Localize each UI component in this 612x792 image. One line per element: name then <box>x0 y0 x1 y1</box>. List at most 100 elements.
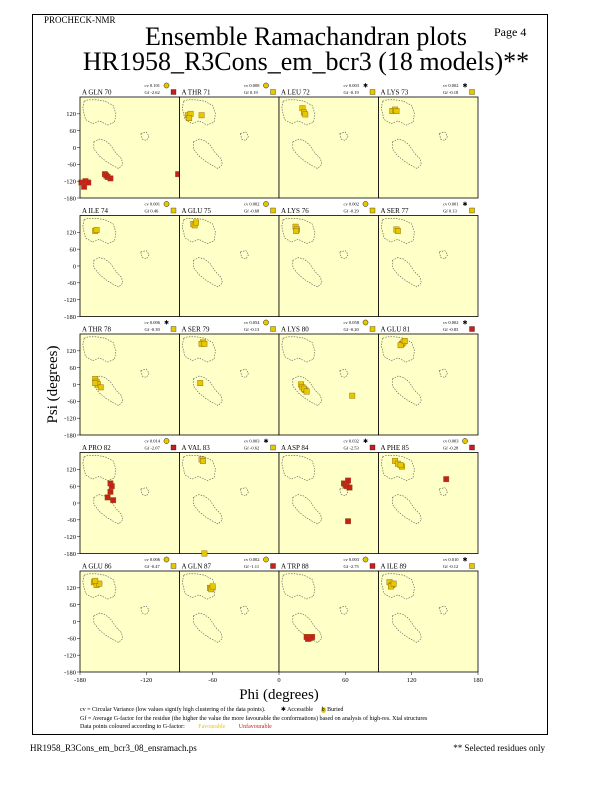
panel-gf: Gf -0.83 <box>443 327 459 332</box>
gf-status-icon <box>369 326 376 332</box>
y-tick-label: -120 <box>64 178 76 185</box>
data-point <box>93 227 100 233</box>
panel-cv: cv 0.054 <box>244 320 260 325</box>
data-point <box>309 634 316 640</box>
panel-background <box>179 333 280 436</box>
accessible-icon: ✱ <box>463 320 468 327</box>
y-tick-label: -60 <box>67 636 76 643</box>
buried-icon <box>362 556 369 563</box>
data-point <box>401 338 408 344</box>
data-point <box>345 477 351 484</box>
panel-cv: cv 0.003 <box>443 439 459 444</box>
allowed-region-outline <box>292 257 323 288</box>
allowed-region-outline <box>292 375 323 406</box>
gf-status-icon <box>369 444 376 451</box>
buried-icon <box>362 319 369 326</box>
panel-background <box>179 452 280 554</box>
gf-status-icon <box>369 207 376 214</box>
panel-background <box>79 96 180 199</box>
legend-colour-text: Data points coloured according to G-fact… <box>80 724 185 730</box>
gf-status-icon <box>469 207 475 214</box>
y-tick-label: 0 <box>73 263 76 270</box>
y-tick-label: 0 <box>73 500 76 507</box>
panel-background <box>378 333 479 436</box>
panel-gf: Gf -0.12 <box>443 564 458 569</box>
y-tick-label: -60 <box>67 399 76 406</box>
page-subtitle: HR1958_R3Cons_em_bcr3 (18 models)** <box>82 47 530 76</box>
panel-gf: Gf -0.68 <box>244 209 260 214</box>
legend-cv-text: cv = Circular Variance (low values signi… <box>80 707 266 713</box>
allowed-region-outline <box>292 612 323 643</box>
data-point <box>390 580 397 587</box>
allowed-region-outline <box>193 612 223 643</box>
x-tick-label: 60 <box>342 677 349 684</box>
panel-cv: cv 0.058 <box>344 320 360 325</box>
panel-cv: cv 0.002 <box>344 202 360 207</box>
accessible-icon: ✱ <box>463 83 468 90</box>
gf-status-icon <box>469 89 475 95</box>
panel-gf: Gf -0.20 <box>344 327 360 332</box>
gf-status-icon <box>369 563 376 569</box>
panel-cv: cv 0.101 <box>145 83 161 88</box>
allowed-region-outline <box>193 138 223 169</box>
panel-gf: Gf 0.46 <box>145 209 159 214</box>
y-tick-label: 0 <box>73 382 76 389</box>
panel-label: A LEU 72 <box>281 89 310 97</box>
panel-cv: cv 0.003 <box>344 557 360 562</box>
panel-gf: Gf -0.18 <box>443 90 459 95</box>
panel-background <box>378 452 479 554</box>
panel-cv: cv 0.001 <box>145 202 161 207</box>
y-tick-label: 0 <box>73 619 76 626</box>
panel-label: A GLN 87 <box>182 563 212 571</box>
panel-background <box>179 570 280 673</box>
x-axis-label: Phi (degrees) <box>239 687 319 703</box>
y-tick-label: -60 <box>67 517 76 524</box>
panel-label: A GLU 81 <box>381 326 411 334</box>
panel-cv: cv 0.001 <box>443 202 459 207</box>
panel-gf: Gf -0.62 <box>244 446 259 451</box>
accessible-icon: ✱ <box>280 707 286 713</box>
data-point <box>193 219 199 226</box>
panel-cv: cv 0.002 <box>244 557 260 562</box>
data-point <box>186 115 193 121</box>
panel-background <box>179 215 280 317</box>
x-tick-label: -60 <box>208 677 217 684</box>
gf-status-icon <box>170 207 177 214</box>
buried-icon <box>163 201 170 207</box>
y-tick-label: -120 <box>64 534 76 541</box>
panel-label: A SER 77 <box>381 207 410 215</box>
panel-gf: Gf -0.29 <box>344 209 360 214</box>
buried-icon <box>263 82 269 89</box>
buried-icon <box>462 438 468 444</box>
data-point <box>303 388 310 395</box>
accessible-icon: ✱ <box>463 201 468 208</box>
panel-gf: Gf 0.13 <box>443 209 457 214</box>
data-point <box>394 228 401 234</box>
panel-label: A ASP 84 <box>281 444 309 452</box>
data-point <box>349 392 356 399</box>
panel-background <box>179 96 280 199</box>
data-point <box>302 111 309 118</box>
accessible-icon: ✱ <box>264 438 269 445</box>
data-point <box>397 462 404 469</box>
y-tick-label: 120 <box>66 348 76 355</box>
x-tick-label: -120 <box>140 677 152 684</box>
panel-gf: Gf -0.28 <box>443 446 459 451</box>
panel-gf: Gf -0.13 <box>244 327 260 332</box>
y-tick-label: -60 <box>67 162 76 169</box>
data-point <box>81 183 88 190</box>
gf-status-icon <box>170 326 177 332</box>
buried-icon <box>163 556 170 563</box>
panel-cv: cv 0.006 <box>145 320 161 325</box>
panel-cv: cv 0.006 <box>145 557 161 562</box>
y-tick-label: -120 <box>64 297 76 304</box>
x-tick-label: 0 <box>277 677 280 684</box>
y-tick-label: -180 <box>64 314 76 321</box>
panel-gf: Gf -2.62 <box>145 90 160 95</box>
y-tick-label: -180 <box>64 669 76 676</box>
y-tick-label: -180 <box>64 432 76 439</box>
data-point <box>209 583 216 590</box>
buried-icon <box>163 82 170 89</box>
allowed-region-outline <box>93 257 124 288</box>
gf-status-icon <box>270 563 276 569</box>
